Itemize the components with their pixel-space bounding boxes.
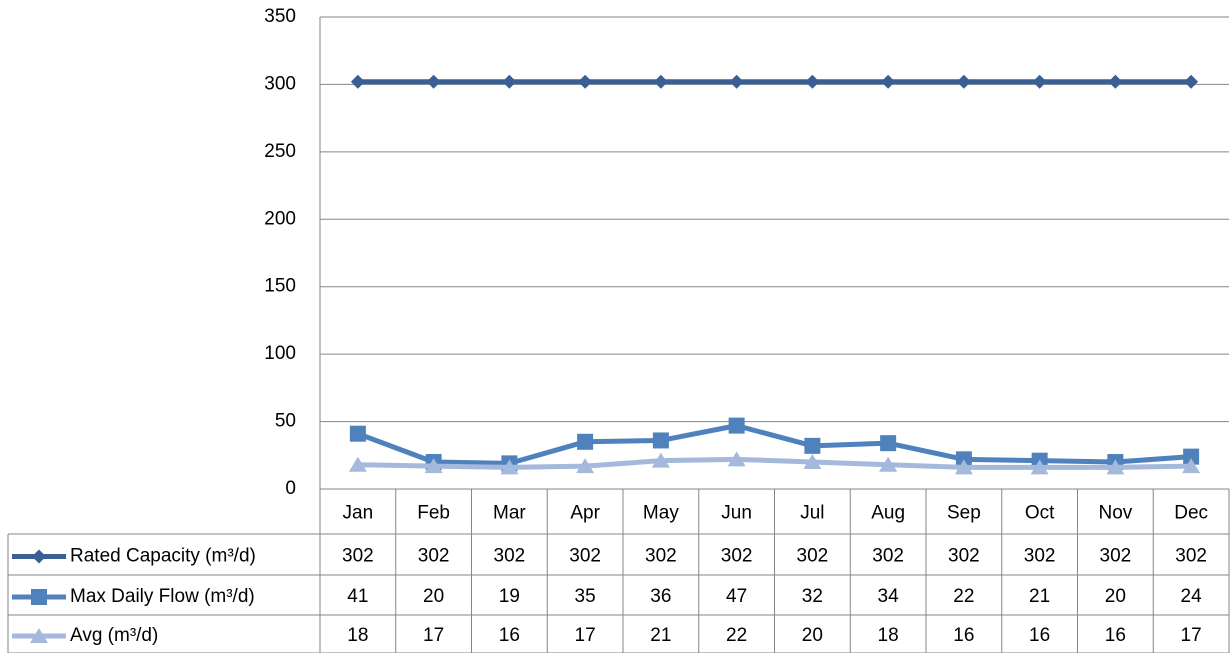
table-value: 302 bbox=[1175, 546, 1207, 567]
marker bbox=[1184, 74, 1199, 89]
legend-marker bbox=[30, 628, 48, 643]
table-value: 36 bbox=[650, 586, 671, 607]
table-value: 18 bbox=[347, 625, 368, 646]
table-value: 17 bbox=[423, 625, 444, 646]
marker bbox=[349, 425, 366, 442]
marker bbox=[652, 432, 669, 449]
table-value: 16 bbox=[1029, 625, 1050, 646]
table-value: 22 bbox=[726, 625, 747, 646]
table-value: 302 bbox=[494, 546, 526, 567]
marker bbox=[727, 451, 746, 467]
legend-label: Avg (m³/d) bbox=[70, 625, 158, 646]
marker bbox=[500, 459, 519, 475]
table-value: 41 bbox=[347, 586, 368, 607]
table-value: 302 bbox=[1024, 546, 1056, 567]
legend-marker bbox=[31, 589, 47, 605]
x-tick-label: Aug bbox=[871, 503, 905, 524]
legend-label: Rated Capacity (m³/d) bbox=[70, 546, 256, 567]
marker bbox=[577, 433, 594, 450]
marker bbox=[803, 454, 822, 470]
marker bbox=[881, 74, 896, 89]
x-tick-label: Jun bbox=[721, 503, 752, 524]
table-value: 16 bbox=[953, 625, 974, 646]
x-tick-label: Jul bbox=[800, 503, 824, 524]
marker bbox=[651, 452, 670, 468]
marker bbox=[805, 74, 820, 89]
table-value: 16 bbox=[1105, 625, 1126, 646]
table-value: 19 bbox=[499, 586, 520, 607]
table-value: 35 bbox=[575, 586, 596, 607]
table-value: 302 bbox=[1100, 546, 1132, 567]
marker bbox=[1182, 458, 1201, 474]
table-value: 32 bbox=[802, 586, 823, 607]
table-value: 302 bbox=[948, 546, 980, 567]
marker bbox=[1183, 448, 1200, 465]
marker bbox=[426, 74, 441, 89]
marker bbox=[880, 435, 897, 452]
table-value: 24 bbox=[1181, 586, 1203, 607]
marker bbox=[502, 74, 517, 89]
legend-label: Max Daily Flow (m³/d) bbox=[70, 586, 255, 607]
marker bbox=[348, 456, 367, 472]
table-value: 22 bbox=[953, 586, 974, 607]
x-tick-label: Mar bbox=[493, 503, 526, 524]
table-value: 21 bbox=[650, 625, 671, 646]
marker bbox=[729, 74, 744, 89]
y-tick-label: 300 bbox=[264, 73, 296, 94]
marker bbox=[576, 458, 595, 474]
marker bbox=[1106, 459, 1125, 475]
marker bbox=[1030, 459, 1049, 475]
x-tick-label: Jan bbox=[343, 503, 374, 524]
table-value: 302 bbox=[418, 546, 450, 567]
x-tick-label: Dec bbox=[1174, 503, 1208, 524]
marker bbox=[956, 74, 971, 89]
table-value: 302 bbox=[721, 546, 753, 567]
marker bbox=[424, 458, 443, 474]
legend-marker bbox=[32, 549, 46, 564]
marker bbox=[728, 417, 745, 434]
x-tick-label: Sep bbox=[947, 503, 981, 524]
y-tick-label: 250 bbox=[264, 141, 296, 162]
table-value: 302 bbox=[569, 546, 601, 567]
y-tick-label: 200 bbox=[264, 208, 296, 229]
series-line bbox=[357, 456, 1192, 470]
table-value: 34 bbox=[878, 586, 900, 607]
table-value: 17 bbox=[575, 625, 596, 646]
table-value: 302 bbox=[342, 546, 374, 567]
marker bbox=[1108, 74, 1123, 89]
table-value: 20 bbox=[1105, 586, 1126, 607]
y-tick-label: 350 bbox=[264, 6, 296, 27]
table-value: 302 bbox=[645, 546, 677, 567]
x-tick-label: Feb bbox=[417, 503, 450, 524]
x-tick-label: Apr bbox=[570, 503, 600, 524]
table-value: 20 bbox=[802, 625, 823, 646]
series-line bbox=[356, 423, 1192, 466]
marker bbox=[653, 74, 668, 89]
marker bbox=[804, 437, 821, 454]
x-tick-label: Nov bbox=[1098, 503, 1132, 524]
y-tick-label: 50 bbox=[275, 411, 296, 432]
table-value: 16 bbox=[499, 625, 520, 646]
y-tick-label: 100 bbox=[264, 343, 296, 364]
marker bbox=[954, 459, 973, 475]
table-value: 47 bbox=[726, 586, 747, 607]
table-value: 18 bbox=[878, 625, 899, 646]
marker bbox=[578, 74, 593, 89]
y-tick-label: 150 bbox=[264, 276, 296, 297]
x-tick-label: Oct bbox=[1025, 503, 1055, 524]
table-value: 302 bbox=[797, 546, 829, 567]
table-value: 302 bbox=[872, 546, 904, 567]
table-value: 20 bbox=[423, 586, 444, 607]
marker bbox=[350, 74, 365, 89]
x-tick-label: May bbox=[643, 503, 679, 524]
table-value: 17 bbox=[1181, 625, 1202, 646]
y-tick-label: 0 bbox=[285, 478, 296, 499]
marker bbox=[955, 451, 972, 468]
marker bbox=[879, 456, 898, 472]
table-value: 21 bbox=[1029, 586, 1050, 607]
marker bbox=[1032, 74, 1047, 89]
